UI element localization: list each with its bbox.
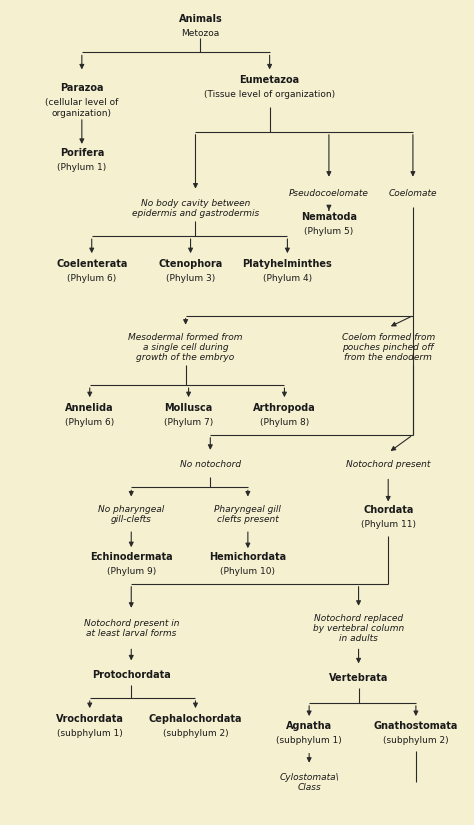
Text: Coelomate: Coelomate: [389, 189, 437, 198]
Text: Animals: Animals: [179, 14, 222, 24]
Text: Platyhelminthes: Platyhelminthes: [243, 259, 332, 269]
Text: (Phylum 5): (Phylum 5): [304, 227, 354, 236]
Text: Pharyngeal gill
clefts present: Pharyngeal gill clefts present: [214, 505, 281, 524]
Text: (Tissue level of organization): (Tissue level of organization): [204, 90, 335, 99]
Text: (subphylum 1): (subphylum 1): [57, 728, 123, 738]
Text: Echinodermata: Echinodermata: [90, 552, 173, 562]
Text: (Phylum 7): (Phylum 7): [164, 418, 213, 427]
Text: No pharyngeal
gill-clefts: No pharyngeal gill-clefts: [98, 505, 164, 524]
Text: Coelom formed from
pouches pinched off
from the endoderm: Coelom formed from pouches pinched off f…: [342, 332, 435, 362]
Text: Notochord replaced
by vertebral column
in adults: Notochord replaced by vertebral column i…: [313, 614, 404, 644]
Text: Vertebrata: Vertebrata: [329, 673, 388, 683]
Text: Agnatha: Agnatha: [286, 721, 332, 731]
Text: No body cavity between
epidermis and gastrodermis: No body cavity between epidermis and gas…: [132, 199, 259, 218]
Text: Mesodermal formed from
a single cell during
growth of the embryo: Mesodermal formed from a single cell dur…: [128, 332, 243, 362]
Text: Parazoa: Parazoa: [60, 83, 104, 93]
Text: (subphylum 1): (subphylum 1): [276, 736, 342, 745]
Text: Notochord present in
at least larval forms: Notochord present in at least larval for…: [83, 619, 179, 639]
Text: Chordata: Chordata: [363, 505, 413, 516]
Text: Cephalochordata: Cephalochordata: [149, 714, 242, 724]
Text: No notochord: No notochord: [180, 460, 241, 469]
Text: Eumetazoa: Eumetazoa: [239, 75, 300, 85]
Text: (Phylum 10): (Phylum 10): [220, 567, 275, 576]
Text: Ctenophora: Ctenophora: [158, 259, 223, 269]
Text: Annelida: Annelida: [65, 403, 114, 413]
Text: Cylostomata\
Class: Cylostomata\ Class: [279, 773, 339, 792]
Text: (Phylum 1): (Phylum 1): [57, 163, 107, 172]
Text: (cellular level of
organization): (cellular level of organization): [45, 98, 118, 117]
Text: Vrochordata: Vrochordata: [56, 714, 124, 724]
Text: (Phylum 9): (Phylum 9): [107, 567, 156, 576]
Text: (Phylum 6): (Phylum 6): [65, 418, 114, 427]
Text: (subphylum 2): (subphylum 2): [383, 736, 449, 745]
Text: (Phylum 4): (Phylum 4): [263, 274, 312, 283]
Text: Hemichordata: Hemichordata: [210, 552, 286, 562]
Text: Protochordata: Protochordata: [92, 670, 171, 681]
Text: Pseudocoelomate: Pseudocoelomate: [289, 189, 369, 198]
Text: Gnathostomata: Gnathostomata: [374, 721, 458, 731]
Text: (Phylum 6): (Phylum 6): [67, 274, 116, 283]
Text: Metozoa: Metozoa: [182, 29, 219, 38]
Text: Notochord present: Notochord present: [346, 460, 430, 469]
Text: Porifera: Porifera: [60, 148, 104, 158]
Text: (Phylum 8): (Phylum 8): [260, 418, 309, 427]
Text: (subphylum 2): (subphylum 2): [163, 728, 228, 738]
Text: Nematoda: Nematoda: [301, 212, 357, 222]
Text: (Phylum 11): (Phylum 11): [361, 521, 416, 530]
Text: Arthropoda: Arthropoda: [253, 403, 316, 413]
Text: Mollusca: Mollusca: [164, 403, 213, 413]
Text: Coelenterata: Coelenterata: [56, 259, 128, 269]
Text: (Phylum 3): (Phylum 3): [166, 274, 215, 283]
